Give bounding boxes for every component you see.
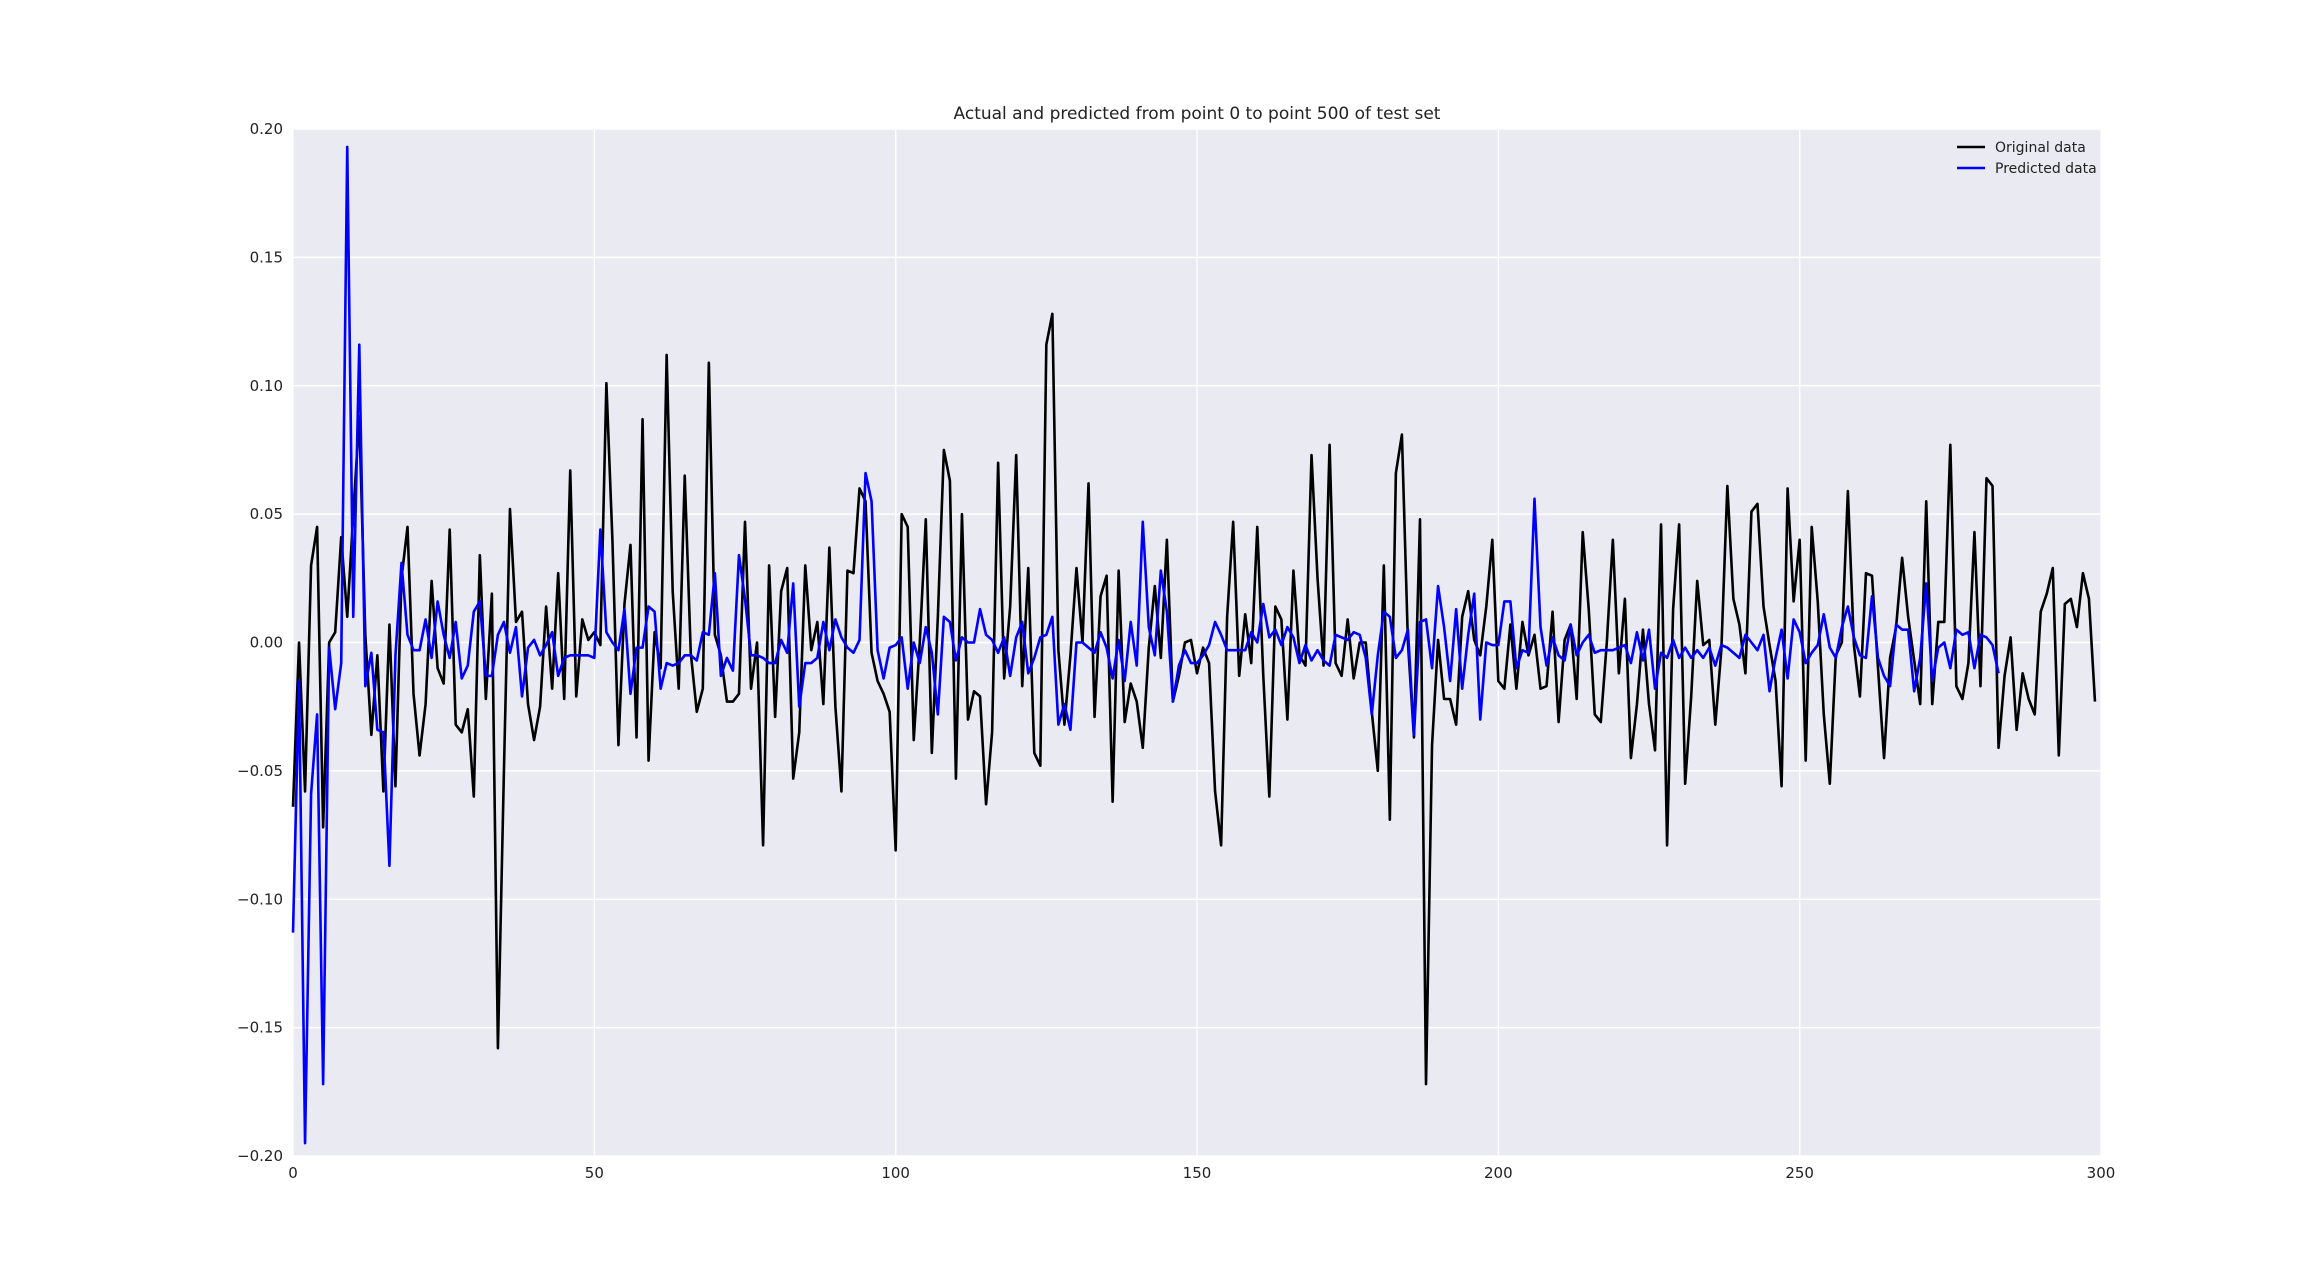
legend-box (1936, 134, 2091, 190)
legend-label: Predicted data (1995, 161, 2097, 177)
x-tick-label: 300 (2087, 1164, 2116, 1182)
y-tick-label: 0.10 (250, 377, 283, 395)
legend-label: Original data (1995, 140, 2086, 156)
y-tick-label: 0.15 (250, 248, 283, 266)
predicted-data-line (291, 145, 2000, 1145)
x-tick-label: 200 (1484, 1164, 1513, 1182)
legend: Original data Predicted data (1936, 134, 2097, 190)
x-tick-label: 50 (585, 1164, 604, 1182)
y-tick-label: −0.15 (237, 1019, 283, 1037)
y-tick-label: −0.10 (237, 890, 283, 908)
y-tick-label: −0.05 (237, 762, 283, 780)
x-tick-label: 150 (1183, 1164, 1212, 1182)
original-data-line (291, 312, 2097, 1086)
series-lines (291, 145, 2097, 1145)
y-tick-label: −0.20 (237, 1147, 283, 1165)
x-tick-label: 0 (288, 1164, 298, 1182)
y-tick-label: 0.05 (250, 505, 283, 523)
x-tick-label: 100 (881, 1164, 910, 1182)
x-tick-label: 250 (1785, 1164, 1814, 1182)
grid-lines (292, 128, 2102, 1157)
tick-labels: 0 50 100 150 200 250 300 −0.20 −0.15 −0.10 −0.05 0.… (237, 120, 2115, 1182)
chart-title: Actual and predicted from point 0 to poi… (954, 104, 1441, 124)
y-tick-label: 0.00 (250, 634, 283, 652)
y-tick-label: 0.20 (250, 120, 283, 138)
